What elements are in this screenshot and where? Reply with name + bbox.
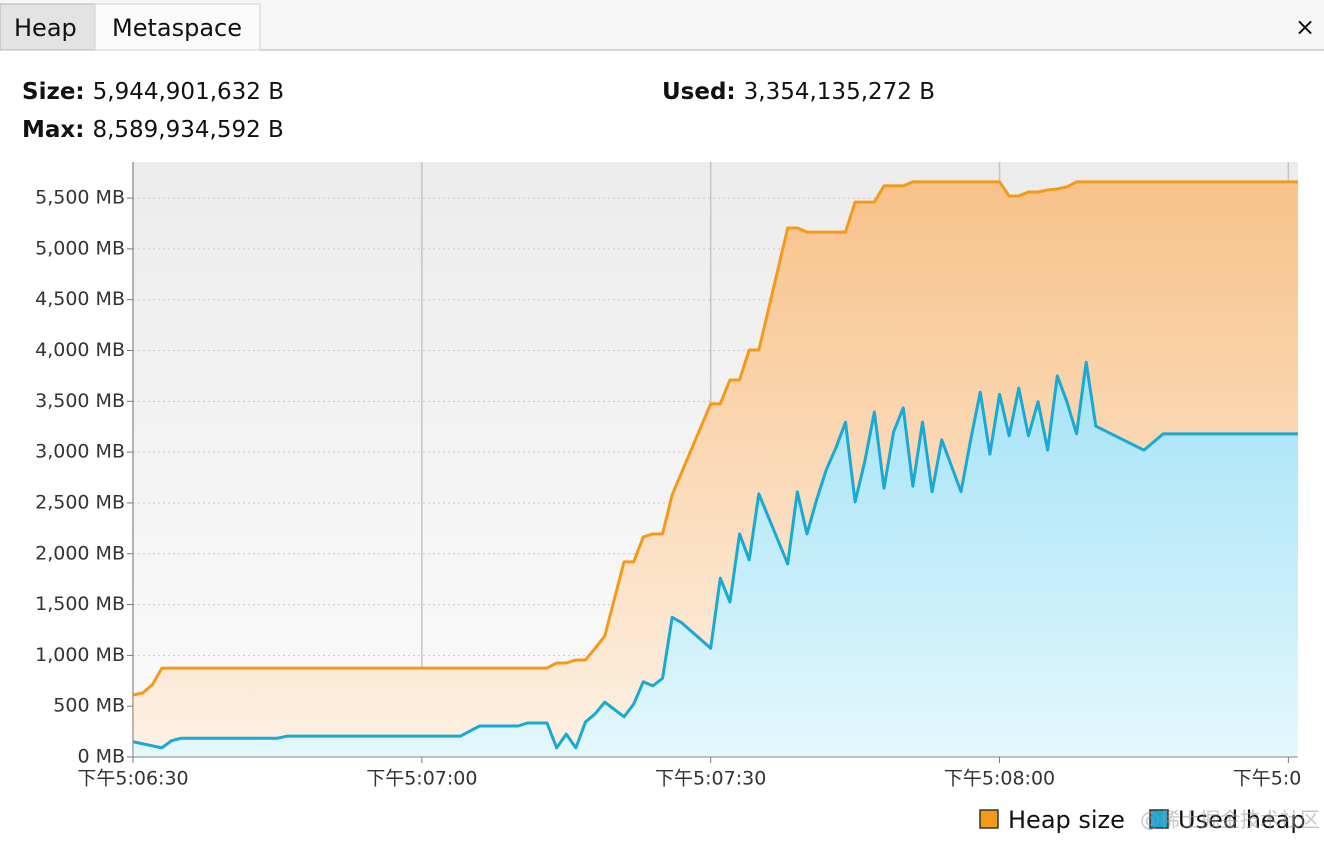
stat-label: Size: [22,79,85,105]
y-tick-label: 3,000 MB [35,441,125,463]
close-button[interactable]: × [1295,13,1315,41]
x-tick-labels: 下午5:06:30 下午5:07:00 下午5:07:30 下午5:08:00 下午5:… [77,768,1324,790]
stat-value: 8,589,934,592 B [92,117,283,143]
stat-label: Max: [22,117,84,143]
x-tick-label: 下午5:07:30 [655,768,766,790]
series-line [133,360,1298,750]
legend-swatch [1149,809,1169,829]
legend-label: Heap size [1008,806,1125,834]
areas [133,180,1298,757]
y-tick-label: 2,000 MB [35,542,125,564]
y-tick-label: 4,000 MB [35,339,125,361]
y-tick-label: 500 MB [53,695,125,717]
stat-label: Used: [662,79,736,105]
y-tick-label: 2,500 MB [35,491,125,513]
stat: Used: 3,354,135,272 B [662,79,935,105]
stat-value: 3,354,135,272 B [744,79,935,105]
y-tick-label: 0 MB [77,746,125,768]
x-tick-label: 下午5:07:00 [366,768,477,790]
series-line [133,180,1298,697]
tab-label[interactable]: Heap [14,14,77,42]
stat: Max: 8,589,934,592 B [22,117,284,143]
y-tick-label: 1,500 MB [35,593,125,615]
tab-heap[interactable] [0,3,96,51]
x-tick-label: 下午5:08:30 [1233,768,1324,790]
tab-label[interactable]: Metaspace [112,14,242,42]
area-fill [133,362,1298,757]
legend: Heap size Used heap@稀土掘金技术社区 [979,806,1320,834]
y-tick-label: 4,500 MB [35,288,125,310]
x-tick-label: 下午5:08:00 [944,768,1055,790]
y-tick-label: 5,500 MB [35,187,125,209]
watermark: @稀土掘金技术社区 [1140,808,1320,832]
y-tick-label: 3,500 MB [35,390,125,412]
axes: 0 MB 500 MB 1,000 MB 1,500 MB 2,000 MB 2,500 … [35,162,1324,790]
tab-metaspace[interactable] [94,3,261,51]
x-tick-label: 下午5:06:30 [77,768,188,790]
stat-value: 5,944,901,632 B [93,79,284,105]
stat: Size: 5,944,901,632 B [22,79,284,105]
legend-label: Used heap [1178,806,1306,834]
legend-swatch [979,809,999,829]
y-tick-label: 5,000 MB [35,237,125,259]
y-tick-label: 1,000 MB [35,644,125,666]
